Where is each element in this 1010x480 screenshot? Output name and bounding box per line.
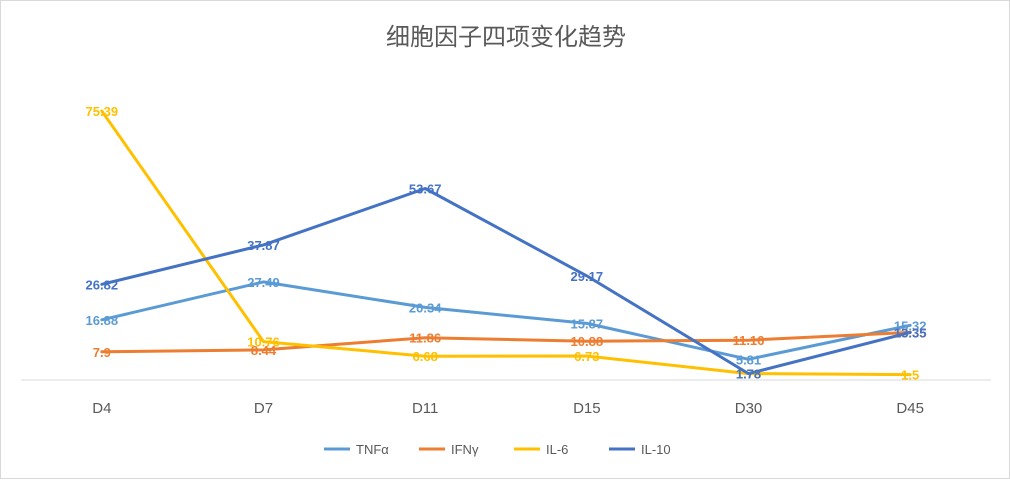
data-label-il-10-d11: 53.67: [409, 181, 442, 196]
legend-label-il-10: IL-10: [641, 442, 671, 457]
data-label-il-6-d15: 6.73: [574, 349, 599, 364]
data-label-ifn-d15: 10.88: [571, 334, 604, 349]
data-label-tnf-d45: 15.32: [894, 318, 927, 333]
x-tick-d7: D7: [254, 400, 273, 417]
data-label-ifn-d4: 7.9: [93, 345, 111, 360]
chart-title: 细胞因子四项变化趋势: [386, 23, 626, 51]
data-label-ifn-d45: 13.35: [894, 325, 927, 340]
x-axis-ticks: D4 D7 D11 D15 D30 D45: [92, 400, 924, 417]
x-tick-d4: D4: [92, 400, 111, 417]
series-line-il-10: [100, 187, 912, 376]
data-label-ifn-d30: 11.16: [733, 333, 765, 348]
data-label-il-10-d4: 26.82: [86, 277, 119, 292]
legend: TNFα IFNγ IL-6 IL-10: [324, 442, 671, 457]
data-label-ifn-d11: 11.86: [409, 331, 441, 346]
data-label-il-10-d7: 37.87: [247, 238, 280, 253]
legend-label-ifn: IFNγ: [451, 442, 479, 457]
data-label-il-6-d45: 1.5: [901, 368, 919, 383]
legend-label-il-6: IL-6: [546, 442, 568, 457]
x-tick-d45: D45: [896, 400, 924, 417]
data-label-tnf-d30: 5.81: [736, 352, 761, 367]
data-label-tnf-d7: 27.49: [247, 275, 280, 290]
data-label-tnf-d4: 16.88: [86, 313, 119, 328]
data-label-tnf-d11: 20.34: [409, 300, 442, 315]
data-label-il-6-d4: 75.39: [86, 104, 119, 119]
data-label-ifn-d7: 8.44: [251, 343, 277, 358]
series-line-ifn: [100, 330, 912, 354]
x-tick-d15: D15: [573, 400, 601, 417]
series-line-tnf: [100, 280, 912, 361]
x-tick-d30: D30: [735, 400, 763, 417]
x-tick-d11: D11: [412, 400, 438, 417]
data-label-il-10-d30: 1.78: [736, 367, 761, 382]
data-label-il-10-d45: 13.35: [894, 325, 927, 340]
data-labels: 16.88 27.49 20.34 15.87 5.81 15.32 7.9 8.44 11.8…: [86, 104, 927, 383]
data-label-il-10-d15: 29.17: [571, 269, 604, 284]
legend-label-tnf: TNFα: [356, 442, 389, 457]
series-line-il-6: [100, 109, 912, 377]
data-label-tnf-d15: 15.87: [571, 316, 604, 331]
data-label-il-6-d11: 6.68: [413, 349, 438, 364]
series-layer: [100, 109, 912, 377]
data-label-il-6-d7: 10.76: [247, 335, 280, 350]
data-label-il-6-d30: 1.78: [736, 367, 761, 382]
